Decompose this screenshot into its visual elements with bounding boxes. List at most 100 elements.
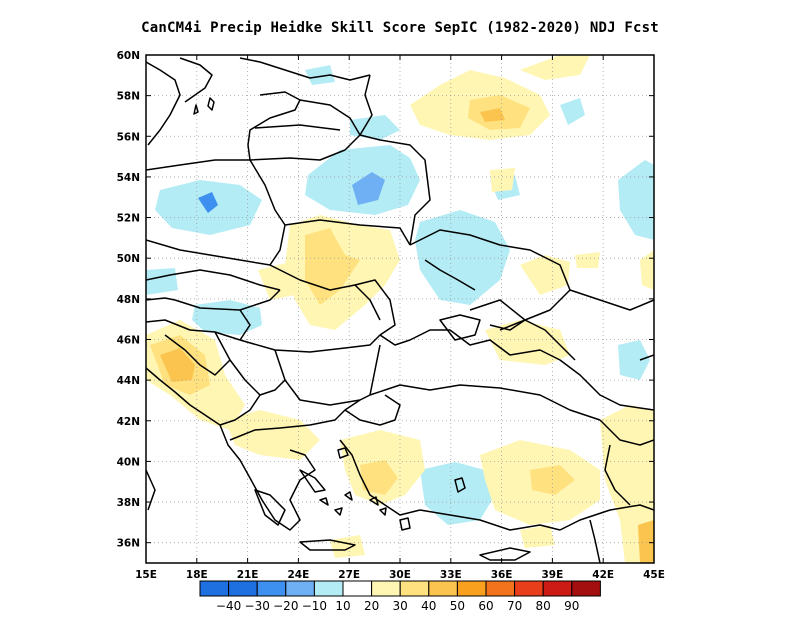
skill-core-aegean-yellow: [360, 460, 398, 495]
border-baltic-east: [299, 99, 361, 151]
coast-sweden: [146, 61, 181, 146]
colorbar-swatch: [399, 580, 430, 597]
colorbar-swatch: [571, 580, 601, 597]
lat-tick-label: 36N: [117, 538, 140, 550]
lon-tick-label: 30E: [389, 569, 411, 581]
skill-area-cyprus-yellow: [520, 525, 555, 548]
coast-caspian: [639, 354, 654, 361]
border-poland-south: [146, 239, 271, 266]
colorbar-swatch: [285, 580, 315, 597]
coast-turkey-south: [419, 509, 561, 531]
colorbar-swatch: [485, 580, 516, 597]
skill-fill-layer: [146, 55, 654, 563]
skill-area-west-blue: [146, 268, 178, 295]
colorbar-swatch: [228, 580, 258, 597]
coast-black-sea-west: [369, 344, 381, 396]
coast-marmara: [344, 394, 401, 426]
island-lesbos: [337, 447, 349, 459]
border-bulgaria: [274, 349, 371, 406]
lon-tick-label: 33E: [440, 569, 462, 581]
colorbar: −40 −30 −20 −10 10 20 30 40 50 60 70 80 90: [199, 580, 601, 613]
latitude-axis: 60N 58N 56N 54N 52N 50N 48N 46N 44N 42N 40N 38N 36N: [117, 50, 654, 550]
skill-area-east-edge-yellow: [640, 250, 654, 290]
island-gotland: [207, 97, 215, 111]
colorbar-swatch: [199, 580, 230, 597]
skill-area-baltic-blue: [350, 115, 400, 140]
skill-area-ne-yellow: [520, 55, 590, 80]
coast-crimea: [439, 314, 481, 341]
lat-tick-label: 40N: [117, 456, 140, 468]
colorbar-swatch: [256, 580, 287, 597]
skill-area-don-yellow: [520, 255, 570, 295]
border-poland-east: [249, 159, 286, 266]
border-caucasus: [599, 419, 654, 446]
island-dodecanese-2: [379, 507, 387, 516]
border-turkey-east: [604, 444, 631, 506]
skill-core-se-orange: [638, 520, 654, 563]
colorbar-swatch: [542, 580, 573, 597]
colorbar-swatch: [342, 580, 373, 597]
coast-baltic-states: [247, 91, 301, 161]
colorbar-label: 40: [421, 599, 436, 613]
island-cyclades-2: [334, 507, 343, 516]
skill-area-central-yellow: [258, 262, 295, 300]
island-dodecanese-1: [369, 496, 379, 506]
border-romania-west: [239, 309, 251, 341]
island-crete: [299, 539, 356, 551]
lon-tick-label: 27E: [338, 569, 360, 581]
colorbar-label: −40: [216, 599, 241, 613]
skill-area-turkey-blue: [420, 462, 495, 525]
lat-tick-label: 56N: [117, 131, 140, 143]
colorbar-label: −20: [273, 599, 298, 613]
lon-tick-label: 39E: [542, 569, 564, 581]
colorbar-label: 30: [393, 599, 408, 613]
skill-core-balkan-orange: [160, 348, 195, 382]
island-cyprus: [479, 547, 531, 561]
border-balkans-north: [146, 319, 241, 341]
border-albania: [219, 394, 261, 426]
border-russia-southeast: [569, 289, 654, 311]
border-syria-south: [589, 519, 601, 563]
colorbar-swatch: [456, 580, 487, 597]
river-dnieper: [424, 259, 476, 291]
border-romania-north: [269, 264, 381, 321]
colorbar-swatch: [371, 580, 401, 597]
lon-tick-label: 21E: [237, 569, 259, 581]
coast-black-sea: [379, 329, 654, 411]
skill-core-poland-blue: [198, 192, 218, 213]
skill-area-east-blue: [618, 160, 654, 240]
skill-area-lat50-yellow: [575, 252, 600, 268]
lon-tick-label: 24E: [288, 569, 310, 581]
colorbar-label: 60: [478, 599, 493, 613]
coast-adriatic: [146, 367, 221, 426]
colorbar-swatch: [313, 580, 344, 597]
lat-tick-label: 46N: [117, 334, 140, 346]
coast-italy: [146, 469, 156, 511]
colorbar-label: 90: [564, 599, 579, 613]
lon-tick-label: 18E: [186, 569, 208, 581]
skill-area-greece-yellow: [225, 410, 320, 460]
border-baltic-internal: [254, 124, 341, 131]
skill-area-north-blue: [305, 65, 335, 85]
lat-tick-label: 44N: [117, 375, 140, 387]
island-cyclades-3: [344, 491, 353, 501]
border-romania-south: [239, 334, 381, 353]
colorbar-label: 70: [507, 599, 522, 613]
colorbar-label: −10: [302, 599, 327, 613]
border-belarus-ukraine: [284, 219, 411, 246]
island-rhodes: [399, 517, 411, 531]
skill-area-ne-blue: [560, 98, 585, 125]
lon-tick-label: 15E: [135, 569, 157, 581]
coastlines-borders: [146, 57, 654, 563]
coast-poland: [146, 159, 250, 171]
skill-area-ukraine-blue: [415, 210, 510, 305]
border-turkey-syria: [559, 504, 654, 531]
lat-tick-label: 38N: [117, 497, 140, 509]
colorbar-label: 10: [335, 599, 350, 613]
border-lithuania: [249, 149, 346, 161]
colorbar-label: −30: [245, 599, 270, 613]
border-russia-west: [359, 74, 431, 246]
lat-tick-label: 60N: [117, 50, 140, 62]
border-central-europe: [146, 269, 281, 291]
